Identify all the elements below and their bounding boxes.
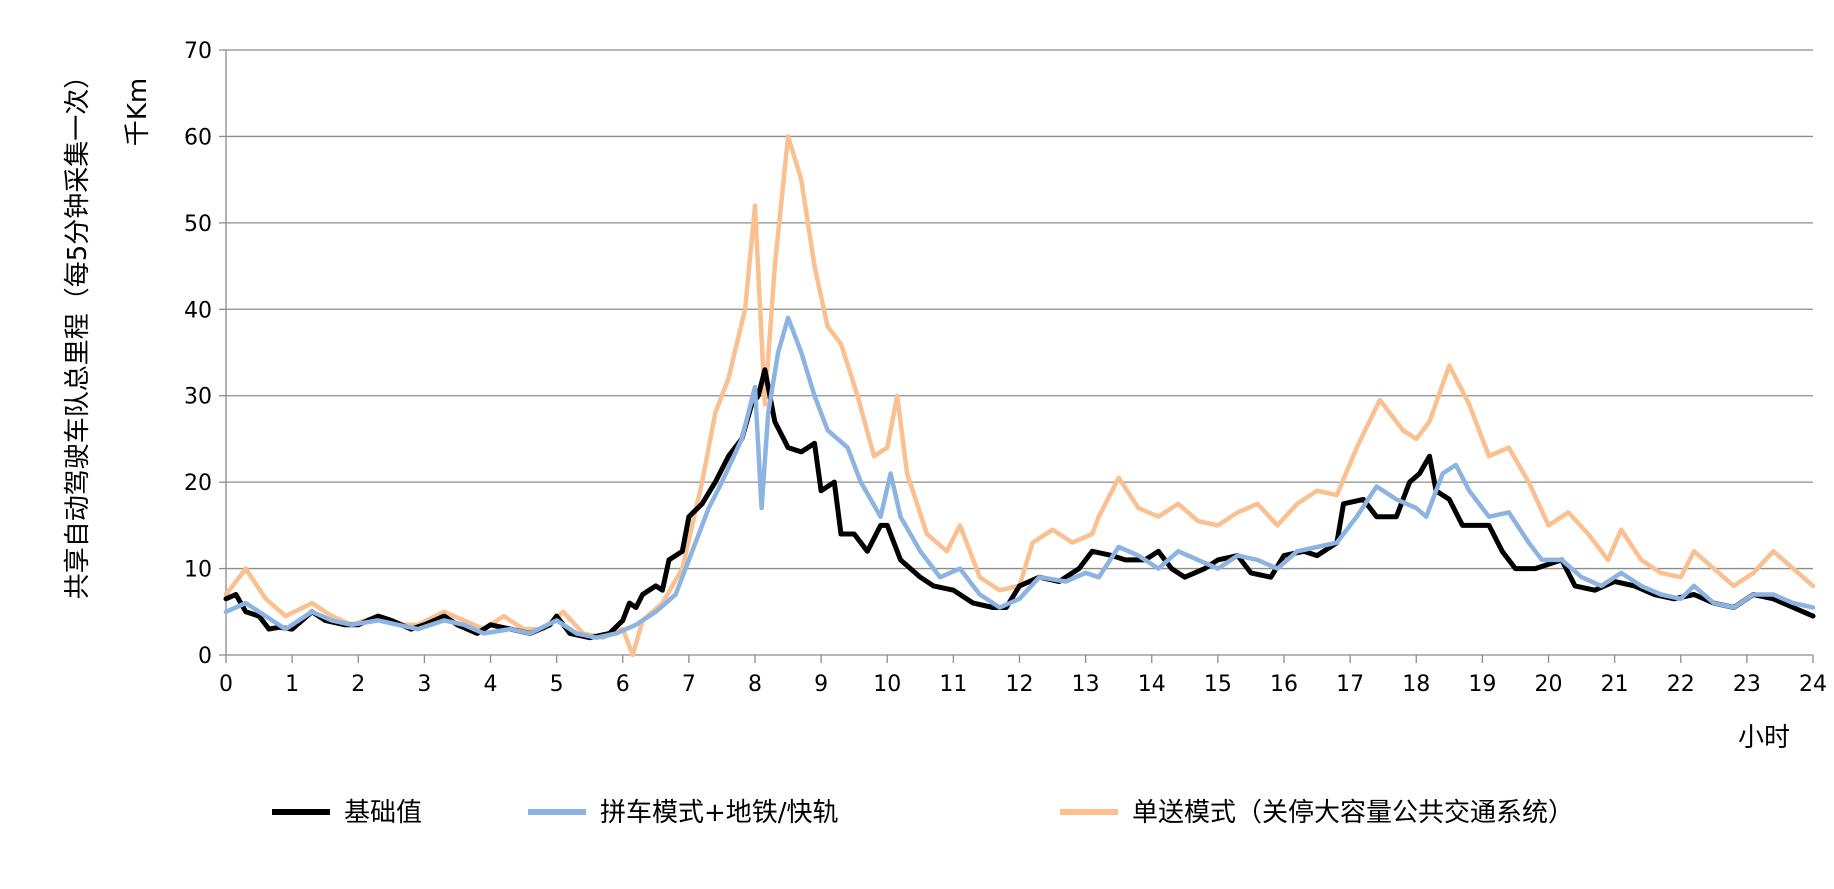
- legend: 基础值 拼车模式+地铁/快轨 单送模式（关停大容量公共交通系统）: [272, 798, 1574, 828]
- x-tick-label: 14: [1138, 672, 1166, 697]
- x-tick-labels: 0 1 2 3 4 5 6 7 8 9 10 11 12 13 14 15 16 17 18 19 20 21 22 23 24: [219, 672, 1827, 697]
- y-tick-label: 50: [184, 212, 212, 237]
- x-tick-label: 13: [1072, 672, 1100, 697]
- y-axis-unit: 千Km: [123, 78, 153, 146]
- legend-label-2: 单送模式（关停大容量公共交通系统）: [1132, 798, 1574, 828]
- x-tick-label: 11: [939, 672, 967, 697]
- x-tick-label: 18: [1402, 672, 1430, 697]
- x-tick-label: 3: [417, 672, 431, 697]
- x-tick-label: 21: [1601, 672, 1629, 697]
- x-tick-label: 10: [873, 672, 901, 697]
- x-tick-label: 4: [484, 672, 498, 697]
- y-tick-label: 0: [198, 644, 212, 669]
- x-tick-label: 9: [814, 672, 828, 697]
- y-tick-label: 40: [184, 298, 212, 323]
- y-tick-label: 10: [184, 558, 212, 583]
- series-lines: [223, 134, 1816, 658]
- y-tick-labels: 0 10 20 30 40 50 60 70: [184, 39, 212, 669]
- axes: [219, 49, 1814, 663]
- x-tick-label: 7: [682, 672, 696, 697]
- x-tick-label: 5: [550, 672, 564, 697]
- x-tick-label: 16: [1270, 672, 1298, 697]
- x-tick-label: 6: [616, 672, 630, 697]
- x-tick-label: 15: [1204, 672, 1232, 697]
- x-tick-label: 19: [1468, 672, 1496, 697]
- series-line-1: [223, 315, 1816, 640]
- y-tick-label: 30: [184, 385, 212, 410]
- gridlines: [226, 49, 1813, 570]
- y-axis-title: 共享自动驾驶车队总里程（每5分钟采集一次）: [63, 63, 93, 600]
- x-tick-label: 17: [1336, 672, 1364, 697]
- y-tick-label: 60: [184, 125, 212, 150]
- x-tick-label: 8: [748, 672, 762, 697]
- x-tick-label: 1: [285, 672, 299, 697]
- x-tick-label: 12: [1006, 672, 1034, 697]
- x-tick-label: 0: [219, 672, 233, 697]
- x-tick-label: 23: [1733, 672, 1761, 697]
- x-tick-label: 24: [1799, 672, 1827, 697]
- x-tick-label: 2: [351, 672, 365, 697]
- y-tick-label: 20: [184, 471, 212, 496]
- legend-label-1: 拼车模式+地铁/快轨: [600, 798, 839, 828]
- legend-label-0: 基础值: [344, 798, 422, 828]
- y-tick-label: 70: [184, 39, 212, 64]
- x-axis-title: 小时: [1738, 723, 1790, 753]
- series-line-0: [223, 367, 1816, 641]
- x-tick-label: 22: [1667, 672, 1695, 697]
- x-tick-label: 20: [1535, 672, 1563, 697]
